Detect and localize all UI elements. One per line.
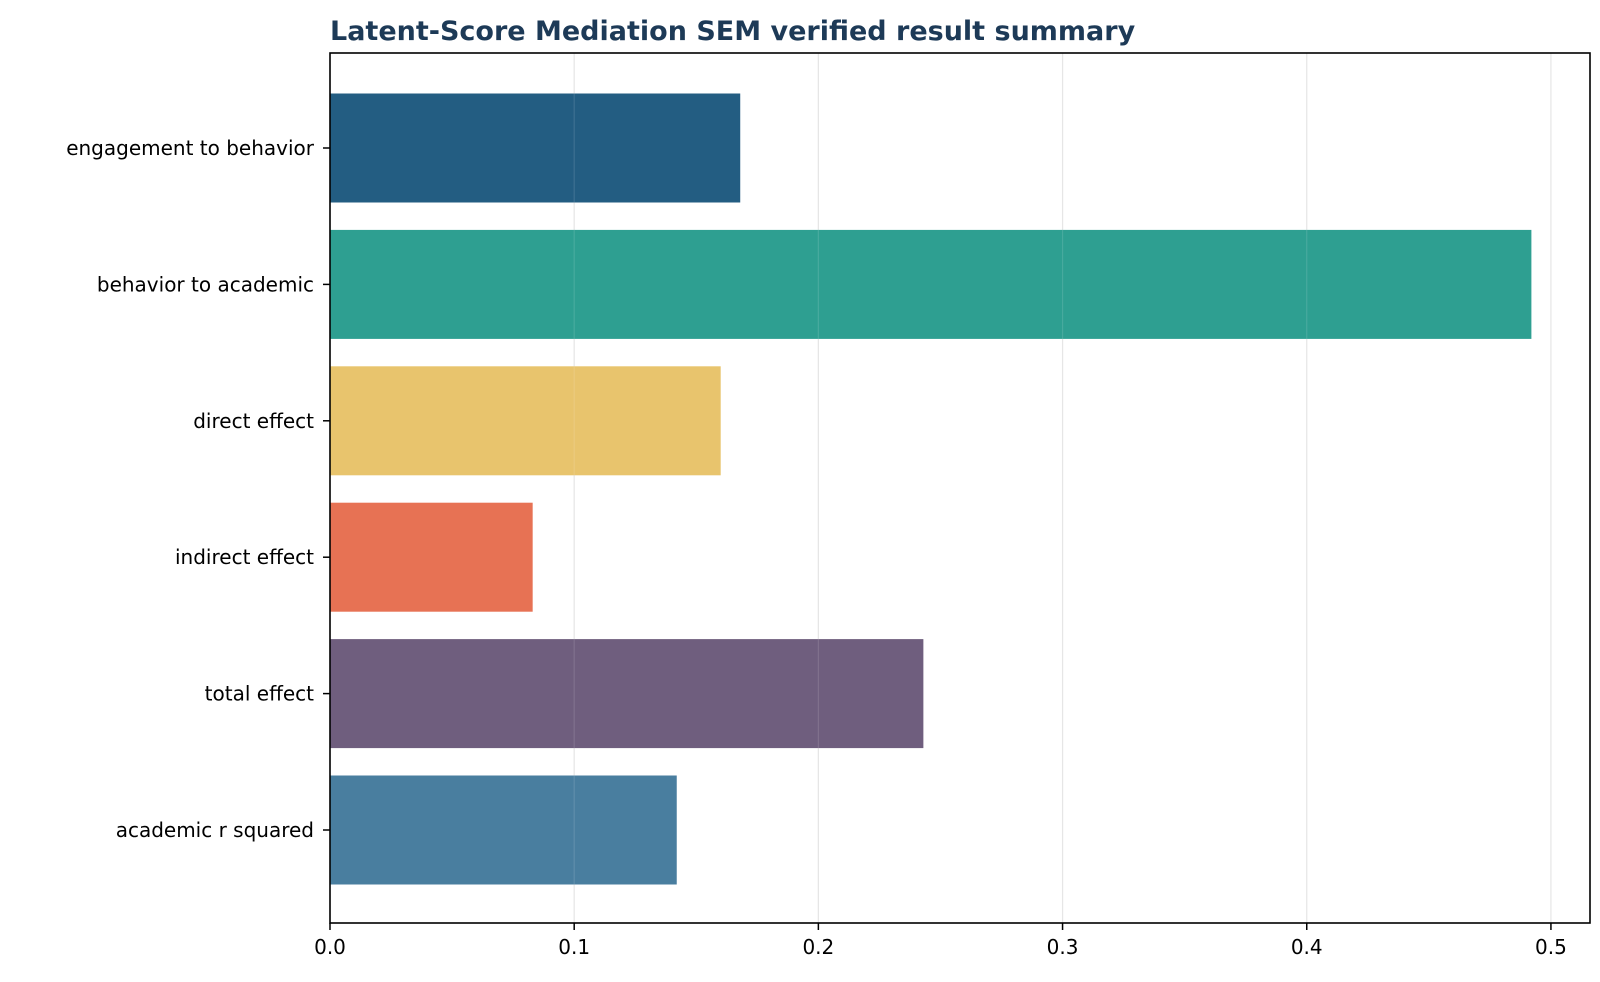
- bars: [329, 53, 1552, 923]
- bar: [330, 775, 677, 885]
- bar: [330, 639, 924, 749]
- x-tick-label: 0.3: [1047, 935, 1079, 959]
- x-tick-label: 0.1: [558, 935, 590, 959]
- y-tick-label: total effect: [205, 682, 314, 706]
- x-tick-label: 0.0: [314, 935, 346, 959]
- x-tick-label: 0.2: [802, 935, 834, 959]
- x-tick-label: 0.4: [1291, 935, 1323, 959]
- y-tick-label: direct effect: [193, 409, 314, 433]
- bar: [330, 93, 741, 203]
- x-axis: 0.0 0.1 0.2 0.3 0.4 0.5: [314, 923, 1567, 959]
- y-tick-label: behavior to academic: [97, 272, 314, 296]
- bar: [330, 502, 533, 612]
- y-tick-label: engagement to behavior: [66, 136, 315, 160]
- bar: [330, 366, 721, 476]
- y-axis: engagement to behavior behavior to academ…: [66, 136, 330, 842]
- x-tick-label: 0.5: [1535, 935, 1567, 959]
- bar: [330, 229, 1532, 339]
- plot-frame: [329, 52, 1591, 924]
- chart-title: Latent-Score Mediation SEM verified resu…: [330, 16, 1136, 47]
- y-tick-label: indirect effect: [175, 545, 314, 569]
- y-tick-label: academic r squared: [116, 818, 314, 842]
